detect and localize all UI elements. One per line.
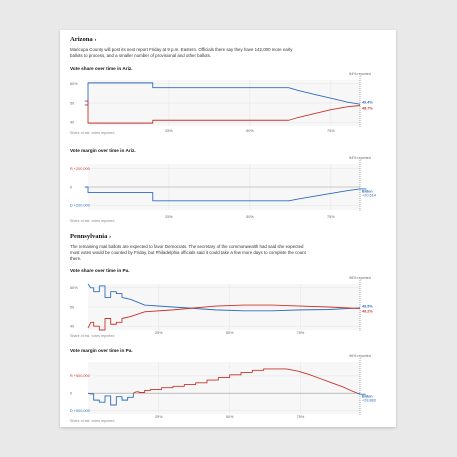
y-tick-label: 0	[70, 392, 72, 396]
trump-series-line	[84, 100, 361, 124]
pa-share-title: Vote share over time in Pa.	[70, 268, 130, 273]
reported-marker-label: 84% reported	[349, 72, 371, 76]
x-tick-label: 75%	[297, 331, 305, 335]
trump-series-line	[87, 304, 361, 331]
x-tick-label: 25%	[155, 331, 163, 335]
trump-end-label: 49.2%	[362, 310, 373, 314]
biden-series-line	[84, 82, 361, 106]
y-tick-label: R +200,000	[70, 167, 90, 171]
biden-series-line	[87, 392, 134, 406]
x-axis-label: Share of est. votes reported	[70, 131, 114, 135]
biden-series-line	[87, 283, 361, 312]
az-share-title: Vote share over time in Ariz.	[70, 66, 133, 71]
trump-end-label: 48.7%	[362, 106, 373, 110]
az-share-chart: 25% 50% 75% 60% 50 40 Share of est. votes repo…	[70, 72, 373, 135]
y-tick-label: D +500,000	[70, 409, 90, 413]
plot-area	[88, 362, 360, 414]
pa-margin-chart: 25% 50% 75% R +500,000 0 D +500,000 Share of e…	[70, 354, 376, 423]
x-axis-label: Share of est. votes reported	[70, 334, 114, 338]
reported-marker-label: 96% reported	[349, 276, 371, 280]
margin-end-label: Biden	[362, 189, 373, 193]
y-tick-label: R +500,000	[70, 374, 90, 378]
arizona-heading[interactable]: Arizona ›	[70, 36, 97, 43]
y-tick-label: D +200,000	[70, 204, 90, 208]
margin-end-value: +20,514	[362, 193, 376, 197]
trump-series-line	[133, 368, 358, 394]
margin-end-label: Biden	[362, 395, 373, 399]
biden-end-label: 49.5%	[362, 304, 373, 308]
x-axis-label: Share of est. votes reported	[70, 219, 114, 223]
y-tick-label: 60%	[70, 82, 78, 86]
x-tick-label: 25%	[155, 415, 163, 419]
y-tick-label: 50	[70, 101, 74, 105]
x-tick-label: 75%	[327, 129, 335, 133]
x-tick-label: 50%	[226, 415, 234, 419]
x-tick-label: 50%	[226, 331, 234, 335]
y-tick-label: 60%	[70, 286, 78, 290]
x-tick-label: 50%	[246, 215, 254, 219]
az-margin-chart: 25% 50% 75% R +200,000 0 D +200,000 Share of e…	[70, 156, 376, 223]
x-tick-label: 75%	[297, 415, 305, 419]
pa-margin-title: Vote margin over time in Pa.	[70, 348, 133, 353]
x-tick-label: 25%	[165, 215, 173, 219]
article-card: Arizona › Maricopa County will post its …	[60, 30, 396, 427]
biden-series-line	[357, 392, 366, 395]
y-tick-label: 0	[70, 185, 72, 189]
biden-end-label: 49.4%	[362, 101, 373, 105]
y-tick-label: 40	[70, 324, 74, 328]
y-tick-label: 50	[70, 305, 74, 309]
biden-series-line	[84, 186, 367, 202]
x-axis-label: Share of est. votes reported	[70, 419, 114, 423]
az-margin-title: Vote margin over time in Ariz.	[70, 148, 136, 153]
pennsylvania-heading[interactable]: Pennsylvania ›	[70, 233, 112, 240]
arizona-description: Maricopa County will post its next repor…	[70, 47, 293, 58]
x-tick-label: 50%	[246, 129, 254, 133]
y-tick-label: 40	[70, 120, 74, 124]
x-tick-label: 75%	[327, 215, 335, 219]
pennsylvania-description: The remaining mail ballots are expected …	[70, 244, 306, 261]
reported-marker-label: 84% reported	[349, 156, 371, 160]
pa-share-chart: 25% 50% 75% 60% 50 40 Share of est. votes repo…	[70, 276, 373, 338]
margin-end-value: +28,883	[362, 399, 376, 403]
x-tick-label: 25%	[165, 129, 173, 133]
reported-marker-label: 96% reported	[349, 354, 371, 358]
